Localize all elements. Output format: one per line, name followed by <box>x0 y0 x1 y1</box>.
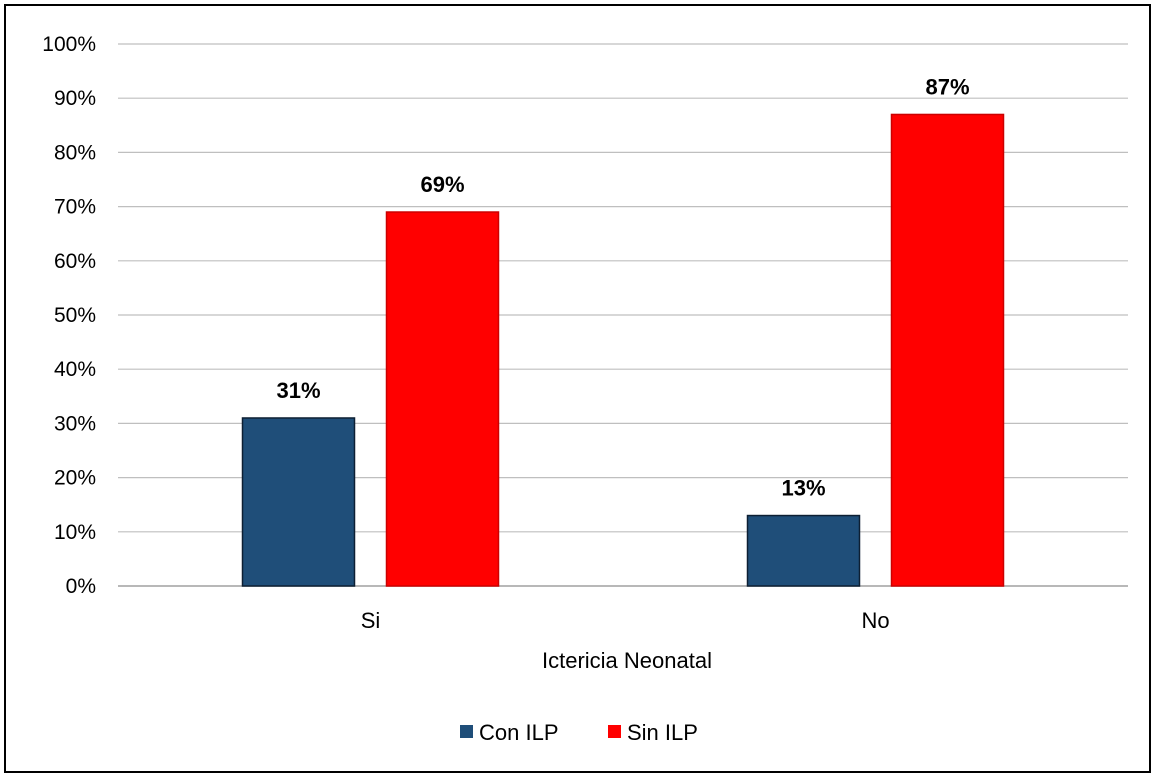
data-label: 69% <box>420 172 464 197</box>
data-labels: 31% 69% 13% 87% <box>276 74 969 500</box>
data-label: 87% <box>925 74 969 99</box>
legend-swatch <box>460 725 473 738</box>
bar-con-ilp-no <box>746 514 861 587</box>
bars <box>241 113 1005 587</box>
x-category-label: No <box>861 608 889 633</box>
x-category-label: Si <box>361 608 381 633</box>
y-tick-label: 80% <box>54 141 96 164</box>
y-tick-label: 50% <box>54 304 96 327</box>
bar-con-ilp-si <box>241 417 356 587</box>
y-tick-label: 20% <box>54 467 96 490</box>
y-tick-label: 40% <box>54 358 96 381</box>
bar-sin-ilp-no <box>890 113 1005 587</box>
y-tick-label: 60% <box>54 250 96 273</box>
y-axis-ticks: 0% 10% 20% 30% 40% 50% 60% 70% 80% 90% 100% <box>42 33 96 598</box>
bar-sin-ilp-si <box>385 211 500 587</box>
data-label: 13% <box>781 476 825 501</box>
y-tick-label: 0% <box>66 575 96 598</box>
legend-swatch <box>608 725 621 738</box>
legend: Con ILP Sin ILP <box>460 720 698 745</box>
x-axis-title: Ictericia Neonatal <box>542 648 712 673</box>
y-tick-label: 70% <box>54 196 96 219</box>
data-label: 31% <box>276 378 320 403</box>
legend-label: Con ILP <box>479 720 559 745</box>
y-tick-label: 90% <box>54 87 96 110</box>
y-tick-label: 30% <box>54 412 96 435</box>
y-tick-label: 100% <box>42 33 96 56</box>
x-axis-categories: Si No <box>361 608 890 633</box>
legend-label: Sin ILP <box>627 720 698 745</box>
y-tick-label: 10% <box>54 521 96 544</box>
